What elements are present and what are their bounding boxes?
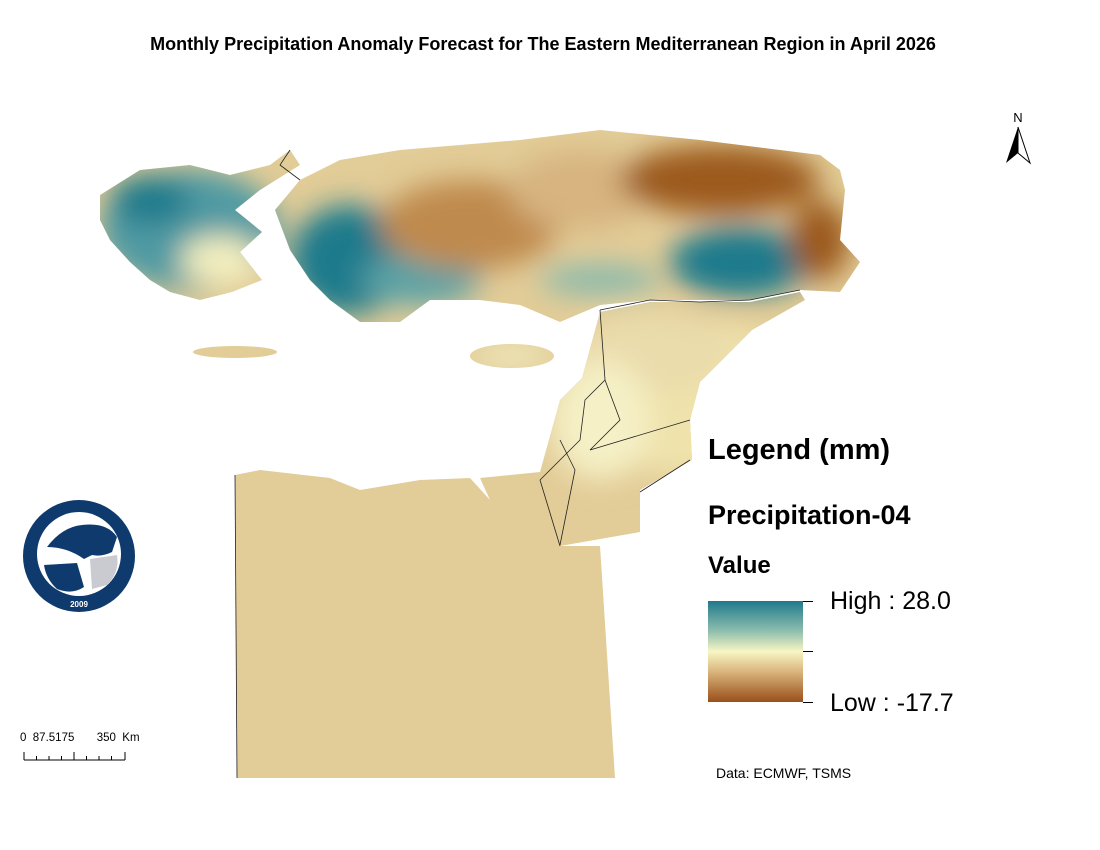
legend-layer-name: Precipitation-04: [708, 500, 911, 530]
legend-color-ramp: [708, 601, 803, 702]
legend-tick-mid: [803, 651, 813, 652]
svg-text:2009: 2009: [70, 600, 88, 609]
north-label: N: [1013, 110, 1023, 125]
legend-title: Legend (mm): [708, 434, 891, 466]
data-source: Data: ECMWF, TSMS: [716, 765, 852, 781]
legend-tick-low: [803, 702, 813, 703]
scale-bar-labels: 0 87.5175 350 Km: [20, 732, 140, 744]
legend-tick-high: [803, 601, 813, 602]
map-title: Monthly Precipitation Anomaly Forecast f…: [150, 34, 936, 54]
north-arrow-icon: [1006, 126, 1032, 165]
country-borders: [234, 149, 801, 779]
legend-low-label: Low : -17.7: [830, 689, 954, 717]
scale-bar: [23, 752, 126, 761]
legend-high-label: High : 28.0: [830, 587, 951, 615]
legend-value-label: Value: [708, 552, 771, 579]
north-arrow: N: [1003, 110, 1033, 170]
emcc-logo: 2009: [23, 500, 135, 612]
